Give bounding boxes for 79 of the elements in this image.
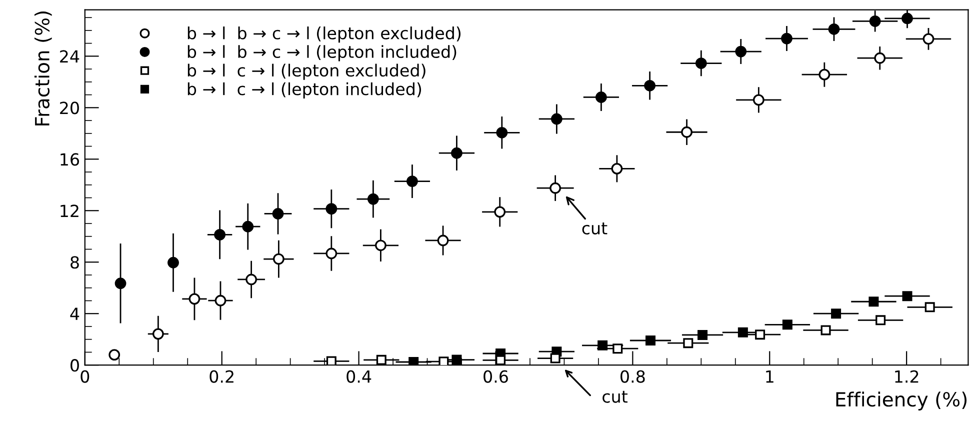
point bbox=[152, 328, 164, 340]
y-tick-label: 4 bbox=[70, 308, 80, 320]
point bbox=[326, 356, 336, 366]
point bbox=[644, 80, 656, 92]
point bbox=[214, 294, 226, 306]
legend-label: b → l b → c → l (lepton included) bbox=[188, 45, 456, 62]
point bbox=[738, 327, 748, 338]
legend-label: b → l c → l (lepton excluded) bbox=[188, 64, 426, 80]
point bbox=[494, 206, 506, 218]
point bbox=[108, 349, 120, 360]
point bbox=[755, 330, 766, 340]
point bbox=[550, 113, 562, 125]
y-axis-title: Fraction (%) bbox=[34, 12, 52, 126]
point bbox=[496, 355, 506, 366]
point bbox=[752, 94, 764, 106]
point bbox=[874, 52, 886, 64]
point bbox=[782, 320, 792, 330]
point bbox=[408, 356, 419, 366]
point bbox=[168, 256, 179, 268]
x-tick-label: 0.6 bbox=[484, 370, 508, 383]
annotation: cut bbox=[582, 222, 608, 234]
point bbox=[406, 176, 418, 187]
point bbox=[272, 208, 284, 220]
point bbox=[452, 354, 462, 365]
point bbox=[375, 240, 386, 252]
point bbox=[922, 33, 934, 45]
legend-label: b → l b → c → l (lepton excluded) bbox=[188, 26, 460, 43]
point bbox=[214, 229, 226, 240]
y-tick-label: 16 bbox=[60, 153, 79, 166]
point bbox=[367, 193, 379, 205]
y-tick-label: 0 bbox=[70, 359, 79, 372]
point bbox=[831, 308, 842, 319]
point bbox=[868, 296, 879, 307]
point bbox=[437, 234, 449, 246]
y-tick-label: 8 bbox=[70, 256, 79, 269]
x-tick-label: 0.8 bbox=[620, 370, 645, 383]
point bbox=[695, 58, 707, 69]
point bbox=[681, 126, 692, 138]
x-tick-label: 1.2 bbox=[895, 370, 918, 383]
point bbox=[735, 46, 747, 58]
point bbox=[869, 15, 881, 27]
point bbox=[598, 340, 608, 350]
point bbox=[828, 23, 840, 35]
point bbox=[188, 293, 200, 305]
point bbox=[451, 147, 462, 159]
point bbox=[781, 32, 792, 44]
point bbox=[698, 330, 708, 340]
point bbox=[876, 315, 886, 326]
point bbox=[645, 336, 656, 346]
x-tick-label: 0.4 bbox=[346, 370, 372, 383]
point bbox=[820, 325, 831, 336]
point bbox=[612, 344, 623, 354]
point bbox=[924, 302, 935, 312]
text: cut bbox=[602, 390, 628, 403]
x-axis-title: Efficiency (%) bbox=[836, 392, 967, 410]
point bbox=[246, 274, 257, 286]
point bbox=[683, 338, 694, 348]
x-tick-label: 0 bbox=[80, 370, 90, 383]
point bbox=[902, 12, 913, 24]
y-tick-label: 20 bbox=[60, 102, 79, 114]
point bbox=[272, 253, 284, 265]
point bbox=[818, 68, 830, 80]
legend-label: b → l c → l (lepton included) bbox=[188, 82, 422, 99]
point bbox=[326, 248, 338, 260]
point bbox=[550, 182, 562, 194]
point bbox=[611, 162, 623, 174]
point bbox=[496, 126, 508, 138]
point bbox=[438, 356, 449, 366]
point bbox=[242, 220, 254, 232]
x-tick-label: 1 bbox=[766, 370, 774, 383]
point bbox=[114, 278, 126, 290]
x-tick-label: 0.2 bbox=[210, 370, 234, 383]
point bbox=[595, 92, 607, 103]
point bbox=[550, 353, 560, 364]
point bbox=[902, 291, 912, 302]
y-tick-label: 24 bbox=[60, 50, 80, 63]
point bbox=[376, 354, 386, 365]
y-tick-label: 12 bbox=[60, 204, 78, 217]
point bbox=[326, 203, 338, 215]
